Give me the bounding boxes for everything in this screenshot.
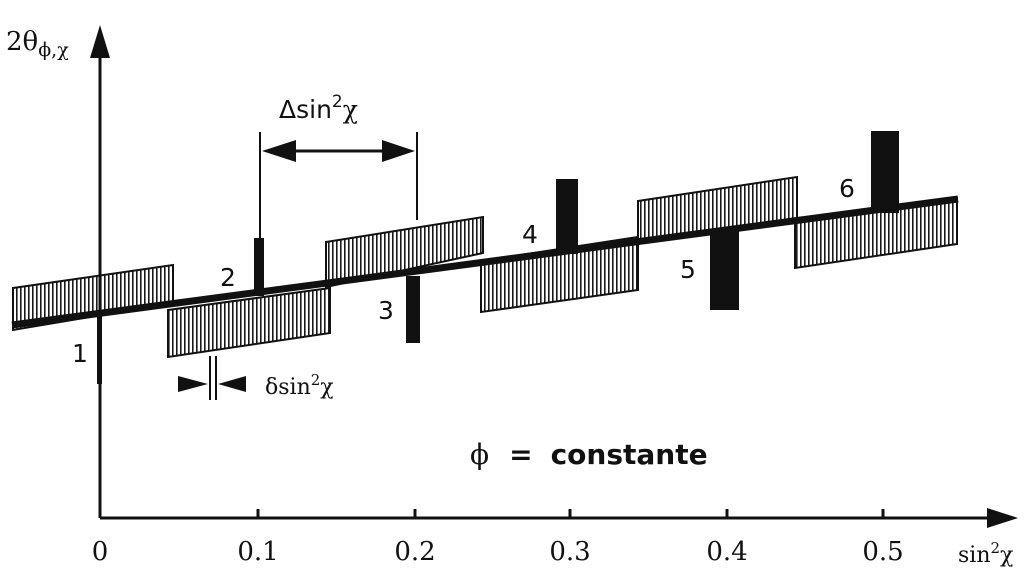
marker-bar-5 — [710, 230, 739, 310]
caption-word: constante — [551, 438, 708, 471]
x-tick-label-1: 0.1 — [237, 537, 278, 567]
spacing-dimension: Δsin2χ — [259, 92, 418, 238]
trend-line — [11, 195, 959, 329]
spacing-label-sup: 2 — [332, 92, 343, 112]
x-tick-label-2: 0.2 — [394, 537, 435, 567]
y-axis-label-sub: ϕ,χ — [38, 39, 69, 61]
spacing-label-main: Δsin — [279, 95, 332, 124]
spacing-arrowhead-left — [262, 140, 296, 162]
width-dimension: δsin2χ — [178, 356, 334, 400]
spacing-label-tail: χ — [343, 95, 358, 124]
marker-labels: 1 2 3 4 5 6 — [72, 174, 855, 368]
x-axis-label-main: sin — [958, 543, 991, 568]
marker-label-3: 3 — [378, 296, 394, 325]
y-axis-arrowhead — [90, 25, 110, 58]
axes — [90, 25, 1018, 528]
marker-label-1: 1 — [72, 339, 88, 368]
marker-bar-4 — [556, 179, 578, 254]
marker-bar-2 — [254, 238, 264, 296]
width-label: δsin2χ — [265, 371, 334, 400]
x-tick-label-0: 0 — [92, 537, 109, 567]
x-tick-label-3: 0.3 — [549, 537, 590, 567]
marker-label-6: 6 — [839, 174, 855, 203]
caption-symbol: ϕ — [470, 438, 489, 471]
x-tick-label-5: 0.5 — [862, 537, 903, 567]
x-axis-ticks — [256, 509, 885, 518]
band-group — [12, 175, 958, 359]
x-tick-labels: 0 0.1 0.2 0.3 0.4 0.5 — [92, 537, 904, 567]
marker-bar-3 — [406, 276, 420, 343]
y-axis-label-main: 2θ — [6, 27, 38, 57]
width-label-tail: χ — [320, 375, 333, 400]
caption: ϕ = constante — [470, 438, 708, 471]
width-arrowhead-right — [218, 376, 246, 392]
spacing-arrowhead-right — [382, 140, 415, 162]
x-axis-label: sin2χ — [958, 539, 1013, 568]
x-axis-label-tail: χ — [1000, 543, 1013, 568]
band-upper-2 — [325, 215, 484, 289]
x-axis-label-sup: 2 — [991, 539, 1001, 557]
x-tick-label-4: 0.4 — [706, 537, 747, 567]
marker-label-4: 4 — [522, 220, 538, 249]
width-label-main: δsin — [265, 375, 311, 400]
caption-equals: = — [509, 438, 532, 471]
deviation-bars — [97, 131, 899, 384]
marker-label-2: 2 — [220, 263, 236, 292]
spacing-label: Δsin2χ — [279, 92, 358, 124]
width-label-sup: 2 — [311, 371, 321, 389]
band-lower-1 — [167, 286, 331, 359]
y-axis-label: 2θϕ,χ — [6, 27, 69, 61]
marker-label-5: 5 — [680, 255, 696, 284]
x-axis-arrowhead — [987, 508, 1018, 528]
marker-bar-6 — [871, 131, 899, 213]
